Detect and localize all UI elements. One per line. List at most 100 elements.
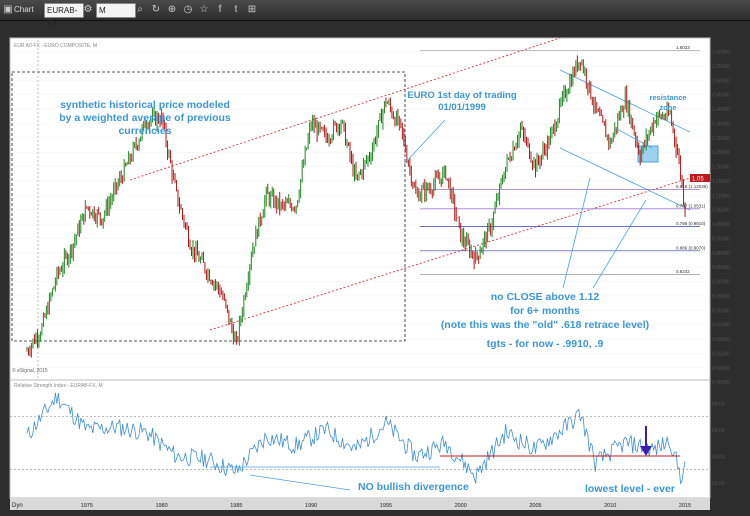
- no-close-pointer-2: [592, 199, 647, 289]
- lowest-note: lowest level - ever: [585, 483, 675, 495]
- fib-level-label: 0.786 (0.9910): [676, 221, 706, 226]
- price-y-tick-label: 1.35000: [712, 121, 730, 127]
- resistance-label-line1: resistance: [649, 93, 686, 102]
- price-series: [26, 55, 686, 358]
- chart-area: EUR A0-FX - EURO COMPOSITE, M © eSignal,…: [9, 37, 730, 510]
- price-y-tick-label: 1.45000: [712, 93, 730, 99]
- no-close-line1: no CLOSE above 1.12: [491, 291, 600, 303]
- rsi-y-tick-label: 40.00: [712, 454, 725, 460]
- fib-level-label: 0.618 (1.12036): [676, 184, 708, 189]
- euro-day-line2: 01/01/1999: [438, 102, 486, 113]
- gear-icon[interactable]: ⚙: [83, 4, 93, 15]
- down-arrow-icon: [640, 446, 652, 456]
- x-tick-label: 1985: [230, 503, 242, 509]
- fib-level-label: 0.707 (1.0531): [676, 203, 706, 208]
- x-tick-label: 2005: [529, 503, 541, 509]
- price-y-tick-label: 1.20000: [712, 165, 730, 171]
- price-y-tick-label: 0.75000: [712, 294, 730, 300]
- no-close-line2: for 6+ months: [510, 305, 580, 317]
- clock-icon[interactable]: ◷: [183, 4, 193, 15]
- rsi-y-axis: 80.00 60.00 40.00 20.00: [712, 401, 725, 487]
- symbol-input[interactable]: EURAB-FX: [44, 3, 84, 28]
- price-pane-title: EUR A0-FX - EURO COMPOSITE, M: [14, 43, 97, 49]
- rsi-grid: [10, 416, 710, 470]
- rsi-series: [26, 392, 686, 485]
- facebook-icon[interactable]: f: [218, 4, 222, 15]
- x-tick-label: 1990: [305, 503, 317, 509]
- rsi-y-tick-label: 20.00: [712, 481, 725, 487]
- rsi-y-tick-label: 60.00: [712, 428, 725, 434]
- price-y-tick-label: 0.60000: [712, 337, 730, 343]
- rsi-y-tick-label: 80.00: [712, 401, 725, 407]
- divergence-note: NO bullish divergence: [358, 481, 469, 493]
- upper-channel-line: [129, 37, 561, 181]
- chart-icon[interactable]: ▣: [3, 4, 13, 15]
- star-icon[interactable]: ☆: [199, 4, 209, 15]
- refresh-icon[interactable]: ↻: [151, 4, 161, 15]
- fib-levels: 1.6033 0.618 (1.12036) 0.707 (1.0531) 0.786…: [420, 45, 708, 275]
- price-y-tick-label: 0.70000: [712, 308, 730, 314]
- price-y-tick-label: 0.45000: [712, 380, 730, 386]
- price-y-tick-label: 1.55000: [712, 64, 730, 70]
- last-value-label: 1.05: [692, 177, 704, 183]
- price-y-tick-label: 0.50000: [712, 366, 730, 372]
- price-y-tick-label: 1.00000: [712, 222, 730, 228]
- last-value-tag: [690, 174, 710, 182]
- fib-level-label: 0.886 (0.9070): [676, 245, 706, 250]
- synthetic-note-line1: synthetic historical price modeled: [60, 99, 230, 111]
- price-y-tick-label: 1.05000: [712, 208, 730, 214]
- rsi-pane: [9, 379, 711, 499]
- x-tick-label: 2015: [679, 503, 691, 509]
- resistance-pointer: [614, 127, 653, 149]
- synthetic-note-line2: by a weighted average of previous: [59, 112, 231, 124]
- price-y-tick-label: 0.80000: [712, 280, 730, 286]
- synthetic-note-line3: currencies: [118, 125, 171, 137]
- euro-day-line1: EURO 1st day of trading: [407, 90, 516, 101]
- x-tick-label: 1980: [155, 503, 167, 509]
- price-y-tick-label: 1.10000: [712, 193, 730, 199]
- price-y-tick-label: 1.25000: [712, 150, 730, 156]
- price-y-tick-label: 0.65000: [712, 323, 730, 329]
- interval-select[interactable]: M: [96, 3, 136, 18]
- x-tick-label: 2000: [455, 503, 467, 509]
- euro-day-pointer: [403, 119, 446, 165]
- x-axis: 1975 1980 1985 1990 1995 2000 2005 2010 2015: [81, 503, 692, 509]
- price-y-tick-label: 0.55000: [712, 351, 730, 357]
- price-y-axis: 1.60000 1.55000 1.50000 1.45000 1.40000 1.350…: [712, 50, 730, 387]
- watermark: © eSignal, 2015: [12, 367, 48, 374]
- rsi-pane-title: Relative Strength Index - EURAB-FX, M: [14, 383, 103, 389]
- price-y-tick-label: 1.30000: [712, 136, 730, 142]
- synthetic-data-box: [11, 71, 406, 342]
- no-close-line3: (note this was the "old" .618 retrace le…: [441, 319, 649, 331]
- price-y-tick-label: 0.95000: [712, 236, 730, 242]
- targets-note: tgts - for now - .9910, .9: [487, 338, 604, 350]
- window-title: Chart: [14, 5, 34, 14]
- resistance-zone-box: [637, 145, 659, 163]
- price-pane: [9, 37, 711, 389]
- x-tick-label: 1995: [380, 503, 392, 509]
- price-grid: [10, 51, 710, 383]
- price-y-tick-label: 1.60000: [712, 50, 730, 56]
- fib-level-label: 0.8242: [676, 269, 690, 274]
- twitter-icon[interactable]: t: [234, 4, 238, 15]
- price-y-tick-label: 1.50000: [712, 78, 730, 84]
- price-y-tick-label: 1.40000: [712, 107, 730, 113]
- resistance-bottom-line: [559, 147, 691, 211]
- fib-level-label: 1.6033: [676, 45, 690, 50]
- x-axis-bar: [10, 498, 710, 510]
- rsi-line: [26, 392, 686, 485]
- divergence-pointer: [249, 474, 351, 491]
- no-close-pointer: [562, 177, 591, 289]
- price-y-tick-label: 0.85000: [712, 265, 730, 271]
- price-y-tick-label: 1.15000: [712, 179, 730, 185]
- x-tick-label: 2010: [604, 503, 616, 509]
- plus-icon[interactable]: ⊕: [167, 4, 177, 15]
- price-y-tick-label: 0.90000: [712, 251, 730, 257]
- link-icon[interactable]: ⊞: [247, 4, 257, 15]
- x-tick-label: 1975: [81, 503, 93, 509]
- toolbar: ▣ Chart EURAB-FX ⚙ M ⌕ ↻ ⊕ ◷ ☆ f t ⊞: [0, 0, 750, 28]
- search-icon[interactable]: ⌕: [137, 4, 143, 15]
- footer-left: Dyn: [12, 503, 23, 509]
- resistance-label-line2: zone: [659, 103, 676, 112]
